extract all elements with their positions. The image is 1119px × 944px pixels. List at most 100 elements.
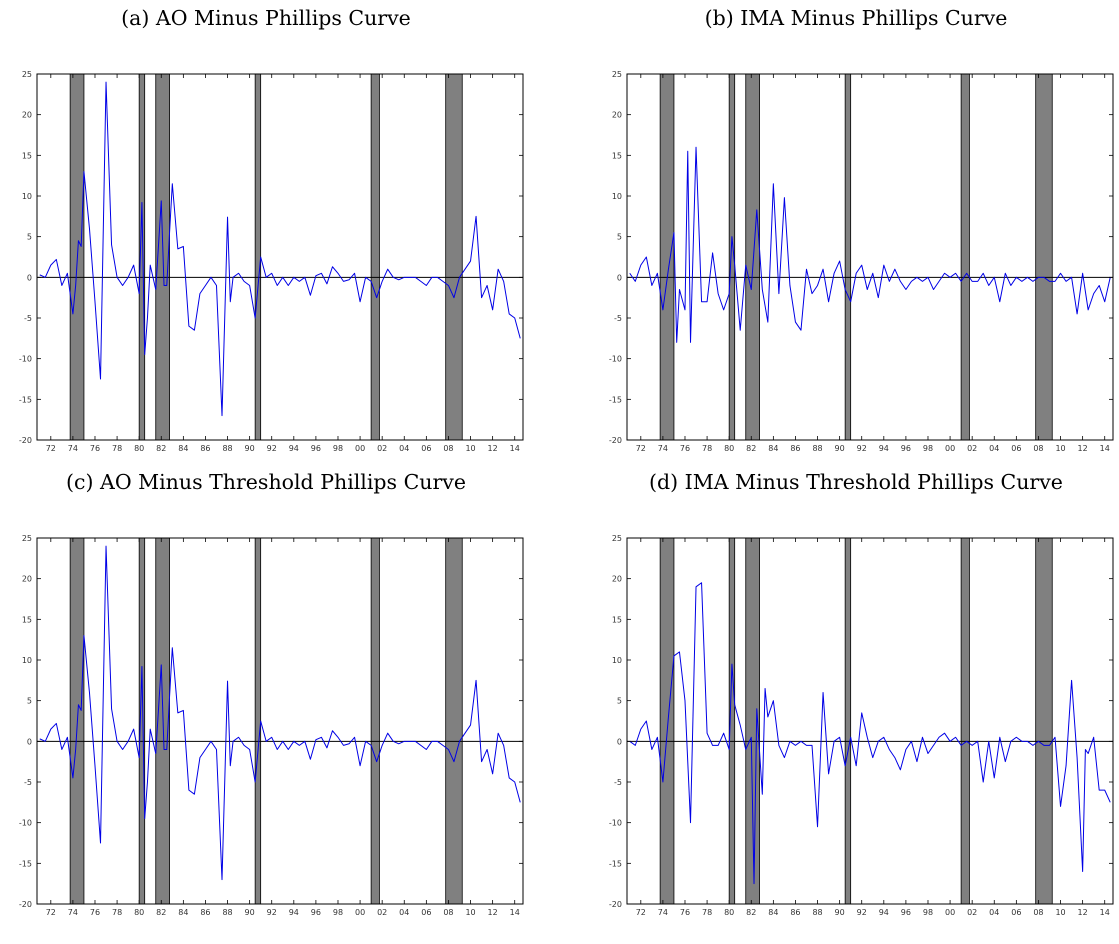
recession-band xyxy=(844,73,852,441)
x-tick-label: 94 xyxy=(879,908,889,917)
series-line xyxy=(629,146,1111,343)
chart-c: -20 -15 -10 -5 0 5 10 15 20 25 72 74 76 78 80 82 84 86 88 9… xyxy=(19,534,524,917)
y-tick-label: 25 xyxy=(22,70,32,79)
x-tick-label: 74 xyxy=(68,908,78,917)
y-tick-label: 20 xyxy=(22,575,32,584)
x-tick-label: 10 xyxy=(1055,908,1065,917)
y-tick-label: 15 xyxy=(612,151,622,160)
recession-band xyxy=(659,73,675,441)
x-tick-label: 92 xyxy=(267,444,277,453)
x-tick-label: 08 xyxy=(1033,444,1043,453)
series-line xyxy=(629,582,1111,885)
x-tick-label: 98 xyxy=(333,908,343,917)
x-tick-label: 02 xyxy=(967,444,977,453)
y-tick-label: -20 xyxy=(609,436,622,445)
x-tick-label: 74 xyxy=(658,444,668,453)
x-tick-label: 06 xyxy=(1011,444,1021,453)
x-tick-label: 98 xyxy=(333,444,343,453)
x-tick-label: 72 xyxy=(636,444,646,453)
recession-band xyxy=(370,537,380,905)
y-tick-label: 10 xyxy=(612,656,622,665)
series-line xyxy=(39,545,521,881)
x-tick-label: 78 xyxy=(702,908,712,917)
x-tick-label: 04 xyxy=(989,444,999,453)
x-tick-label: 98 xyxy=(923,444,933,453)
x-tick-label: 88 xyxy=(812,444,822,453)
recession-band xyxy=(659,537,675,905)
y-tick-label: -5 xyxy=(614,778,622,787)
chart-b: -20 -15 -10 -5 0 5 10 15 20 25 72 74 76 78 80 82 84 86 88 9… xyxy=(609,70,1114,453)
y-tick-label: -5 xyxy=(24,314,32,323)
x-tick-label: 00 xyxy=(355,444,365,453)
recession-band xyxy=(445,73,463,441)
x-tick-label: 82 xyxy=(156,444,166,453)
x-tick-label: 00 xyxy=(945,908,955,917)
x-tick-label: 72 xyxy=(636,908,646,917)
y-tick-label: 15 xyxy=(22,615,32,624)
x-tick-label: 96 xyxy=(311,444,321,453)
y-tick-label: 5 xyxy=(27,233,32,242)
recession-band xyxy=(254,73,262,441)
x-tick-label: 90 xyxy=(245,908,255,917)
x-tick-label: 78 xyxy=(112,908,122,917)
x-tick-label: 08 xyxy=(1033,908,1043,917)
x-tick-label: 12 xyxy=(488,908,498,917)
x-tick-label: 06 xyxy=(421,908,431,917)
y-tick-label: -15 xyxy=(609,859,622,868)
x-tick-label: 82 xyxy=(746,444,756,453)
x-tick-label: 86 xyxy=(790,444,800,453)
plot-frame xyxy=(626,537,1114,905)
plot-frame xyxy=(626,73,1114,441)
x-tick-label: 10 xyxy=(465,444,475,453)
x-tick-label: 78 xyxy=(702,444,712,453)
x-tick-label: 88 xyxy=(222,908,232,917)
y-tick-label: -10 xyxy=(19,355,32,364)
x-tick-label: 72 xyxy=(46,444,56,453)
x-tick-label: 90 xyxy=(245,444,255,453)
y-tick-label: 25 xyxy=(612,70,622,79)
x-tick-label: 94 xyxy=(289,908,299,917)
recession-band xyxy=(1035,73,1053,441)
x-tick-label: 86 xyxy=(790,908,800,917)
y-tick-label: 20 xyxy=(612,575,622,584)
x-tick-label: 92 xyxy=(267,908,277,917)
x-tick-label: 96 xyxy=(311,908,321,917)
recession-band xyxy=(254,537,262,905)
x-tick-label: 80 xyxy=(724,908,734,917)
x-tick-label: 96 xyxy=(901,444,911,453)
x-tick-label: 82 xyxy=(156,908,166,917)
y-tick-label: 25 xyxy=(612,534,622,543)
y-tick-label: -5 xyxy=(24,778,32,787)
x-tick-label: 08 xyxy=(443,444,453,453)
panel-b: (b) IMA Minus Phillips Curve -20 -15 -10 -5… xyxy=(596,0,1116,453)
chart-a: -20 -15 -10 -5 0 5 10 15 20 25 72 74 76 78 80 82 84 86 88 9… xyxy=(19,70,524,453)
x-tick-label: 76 xyxy=(680,444,690,453)
x-tick-label: 04 xyxy=(989,908,999,917)
x-tick-label: 84 xyxy=(768,908,778,917)
plot-frame xyxy=(36,537,524,905)
recession-band xyxy=(370,73,380,441)
x-tick-label: 12 xyxy=(1078,908,1088,917)
x-tick-label: 10 xyxy=(465,908,475,917)
caption-c: (c) AO Minus Threshold Phillips Curve xyxy=(66,470,466,494)
recession-band xyxy=(745,73,760,441)
x-tick-label: 74 xyxy=(68,444,78,453)
panel-a: (a) AO Minus Phillips Curve -20 -15 -10 -5 0… xyxy=(6,0,526,453)
x-tick-label: 84 xyxy=(768,444,778,453)
y-tick-label: -20 xyxy=(19,900,32,909)
y-tick-label: 20 xyxy=(22,111,32,120)
y-tick-label: -15 xyxy=(19,859,32,868)
y-tick-label: 0 xyxy=(27,273,32,282)
y-tick-label: -20 xyxy=(609,900,622,909)
x-tick-label: 90 xyxy=(835,908,845,917)
x-tick-label: 88 xyxy=(812,908,822,917)
x-tick-label: 04 xyxy=(399,908,409,917)
x-tick-label: 84 xyxy=(178,444,188,453)
caption-a: (a) AO Minus Phillips Curve xyxy=(121,6,411,30)
x-tick-label: 80 xyxy=(134,908,144,917)
x-tick-label: 14 xyxy=(510,444,520,453)
x-tick-label: 72 xyxy=(46,908,56,917)
x-tick-label: 80 xyxy=(134,444,144,453)
x-tick-label: 14 xyxy=(510,908,520,917)
y-tick-label: -10 xyxy=(19,819,32,828)
